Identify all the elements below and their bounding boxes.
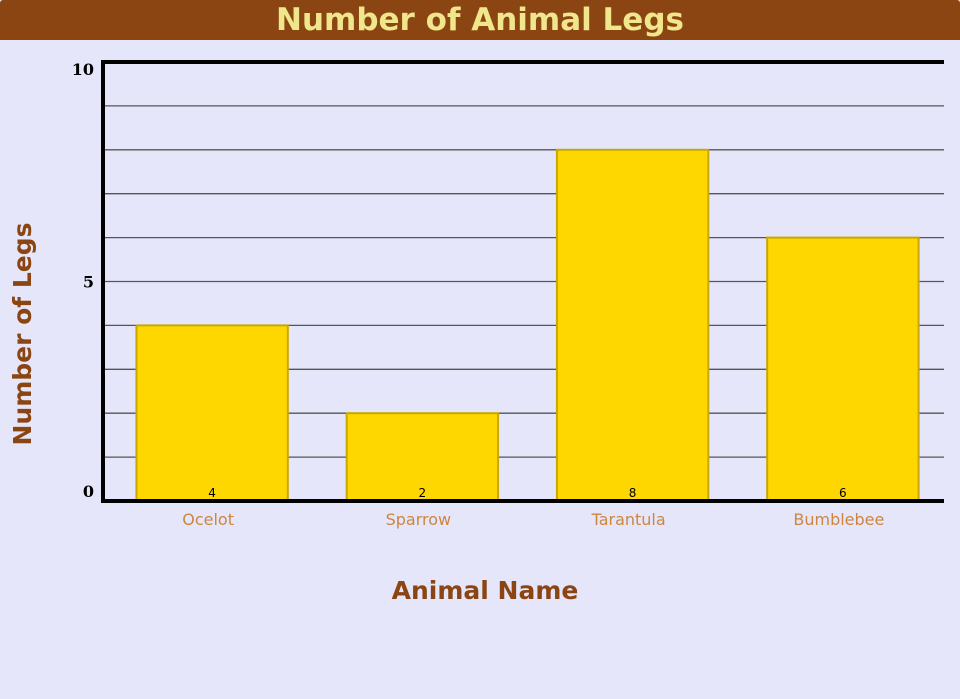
- bars: [135, 148, 920, 503]
- bar-chart: 4Ocelot2Sparrow8Tarantula6Bumblebee0510 …: [8, 60, 944, 605]
- data-label: 6: [839, 486, 847, 500]
- x-tick-label: Ocelot: [182, 510, 234, 529]
- x-axis-title: Animal Name: [392, 576, 579, 605]
- labels: 4 Ocelot 2 Sparrow 8 Tarantula 6 Bumblebee 0 5 10: [72, 60, 885, 529]
- data-label: 4: [208, 486, 216, 500]
- y-tick-label: 5: [83, 273, 94, 292]
- title-bar: Number of Animal Legs: [0, 0, 960, 40]
- x-tick-label: Tarantula: [591, 510, 666, 529]
- y-tick-label: 0: [83, 482, 94, 501]
- bar-tarantula: [555, 148, 710, 503]
- data-label: 2: [419, 486, 427, 500]
- x-tick-label: Bumblebee: [793, 510, 884, 529]
- y-axis-title: Number of Legs: [8, 222, 37, 445]
- chart-title: Number of Animal Legs: [276, 2, 684, 38]
- bar-ocelot: [135, 324, 289, 502]
- y-tick-label: 10: [72, 60, 94, 79]
- x-tick-label: Sparrow: [386, 510, 452, 529]
- data-label: 8: [629, 486, 637, 500]
- bar-bumblebee: [766, 236, 920, 502]
- axes: [101, 60, 944, 503]
